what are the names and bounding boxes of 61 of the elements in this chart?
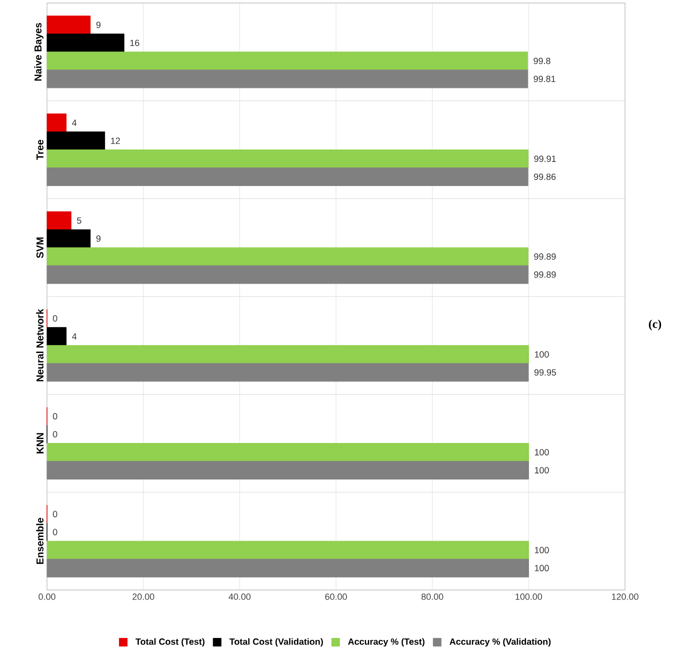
data-label: 4 bbox=[72, 120, 77, 126]
x-tick-label: 80.00 bbox=[422, 594, 444, 600]
y-tick-label: KNN bbox=[36, 433, 44, 454]
bar bbox=[46, 211, 72, 230]
bar bbox=[46, 167, 528, 186]
data-label: 99.89 bbox=[534, 271, 556, 278]
data-label: 9 bbox=[96, 235, 100, 242]
bar bbox=[46, 131, 106, 150]
data-label: 100 bbox=[534, 467, 549, 474]
bar bbox=[46, 460, 529, 480]
bar bbox=[46, 265, 528, 284]
bar bbox=[46, 442, 529, 462]
bar bbox=[46, 113, 67, 132]
data-label: 16 bbox=[130, 40, 140, 46]
data-label: 99.89 bbox=[534, 253, 556, 260]
y-tick-label: Tree bbox=[36, 140, 44, 160]
x-tick-label: 100.00 bbox=[516, 594, 542, 600]
bar bbox=[46, 363, 529, 382]
x-tick-label: 120.00 bbox=[612, 594, 638, 600]
data-label: 4 bbox=[72, 333, 77, 340]
data-label: 12 bbox=[111, 138, 120, 144]
y-tick-label: Naive Bayes bbox=[34, 22, 44, 81]
legend-label: Total Cost (Validation) bbox=[229, 638, 323, 647]
data-label: 5 bbox=[77, 217, 82, 224]
bar bbox=[46, 345, 529, 364]
data-label: 100 bbox=[534, 351, 549, 358]
legend-label: Accuracy % (Test) bbox=[348, 638, 424, 647]
data-label: 0 bbox=[52, 413, 58, 420]
data-label: 100 bbox=[534, 564, 549, 572]
x-tick-label: 60.00 bbox=[325, 594, 347, 600]
data-label: 0 bbox=[52, 528, 58, 536]
text: (c) bbox=[648, 320, 662, 330]
bar bbox=[46, 149, 528, 168]
x-tick-label: 20.00 bbox=[132, 594, 154, 600]
bar bbox=[46, 229, 91, 248]
bar bbox=[46, 52, 528, 70]
data-label: 9 bbox=[96, 22, 100, 28]
data-label: 99.81 bbox=[534, 76, 556, 82]
bar bbox=[46, 34, 124, 52]
bar bbox=[46, 327, 67, 346]
data-label: 99.95 bbox=[534, 369, 556, 376]
bar bbox=[46, 70, 528, 88]
y-tick-label: SVM bbox=[36, 237, 44, 258]
data-label: 0 bbox=[52, 315, 58, 322]
data-label: 100 bbox=[534, 546, 549, 554]
data-label: 100 bbox=[534, 449, 549, 456]
legend-label: Accuracy % (Validation) bbox=[450, 638, 551, 647]
y-tick-label: Neural Network bbox=[36, 308, 44, 382]
bar bbox=[46, 247, 528, 266]
bar bbox=[46, 558, 529, 578]
bar bbox=[46, 540, 529, 560]
data-label: 0 bbox=[52, 431, 58, 438]
y-tick-label: Ensemble bbox=[36, 518, 44, 564]
legend-label: Total Cost (Test) bbox=[136, 638, 204, 647]
data-label: 0 bbox=[52, 510, 58, 518]
x-tick-label: 0.00 bbox=[38, 594, 56, 600]
bar bbox=[46, 16, 91, 34]
x-tick-label: 40.00 bbox=[228, 594, 251, 600]
data-label: 99.86 bbox=[534, 174, 556, 180]
data-label: 99.8 bbox=[534, 58, 550, 64]
data-label: 99.91 bbox=[534, 156, 556, 162]
